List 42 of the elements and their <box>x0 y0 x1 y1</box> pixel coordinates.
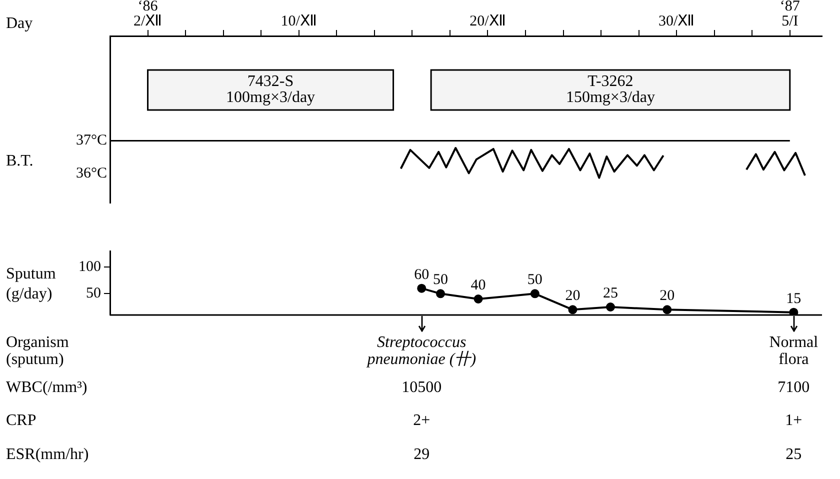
point <box>474 294 483 304</box>
text: 25 <box>786 446 802 464</box>
x-tick-label: ‘86 2/Ⅻ <box>133 0 162 30</box>
text: 29 <box>414 446 430 464</box>
point <box>530 289 540 298</box>
x-tick-label: 20/Ⅻ <box>470 13 506 30</box>
point <box>417 284 426 293</box>
text: 10500 <box>402 379 442 396</box>
data-label: 25 <box>602 285 618 302</box>
text: 2+ <box>413 412 430 430</box>
x-axis-title: Day <box>6 15 33 32</box>
data-label: 50 <box>433 272 448 288</box>
point <box>606 302 615 312</box>
text: Streptococcus pneumoniae (卄) <box>366 334 476 368</box>
data-label: 50 <box>527 272 542 288</box>
y-axis-title: Sputum (g/day) <box>6 266 56 303</box>
data-label: 40 <box>470 277 486 294</box>
y-tick-label: 100 <box>78 258 101 275</box>
data-label: 20 <box>660 288 675 304</box>
data-label: 20 <box>565 288 580 304</box>
point <box>568 305 578 314</box>
y-tick-label: 50 <box>86 286 101 302</box>
text: CRP <box>6 412 36 430</box>
text: ESR(mm/hr) <box>6 446 89 464</box>
text: WBC(/mm³) <box>6 379 88 396</box>
x-tick-label: ‘87 5/I <box>780 0 800 30</box>
text: Normal flora <box>769 334 819 368</box>
point <box>662 305 672 314</box>
text: 7100 <box>778 379 810 396</box>
data-label: 15 <box>786 290 802 307</box>
point <box>436 289 446 298</box>
point <box>789 308 798 315</box>
y-tick-label: 37°C <box>76 132 107 149</box>
y-tick-label: 36°C <box>76 165 107 182</box>
data-label: 60 <box>414 266 430 283</box>
x-tick-label: 10/Ⅻ <box>280 13 317 30</box>
y-axis-title: B.T. <box>6 152 34 170</box>
text: Organism (sputum) <box>6 334 70 368</box>
band-label: T-3262 150mg×3/day <box>566 73 655 106</box>
x-tick-label: 30/Ⅻ <box>658 13 695 30</box>
band-label: 7432-S 100mg×3/day <box>226 73 316 106</box>
text: 1+ <box>785 412 802 430</box>
